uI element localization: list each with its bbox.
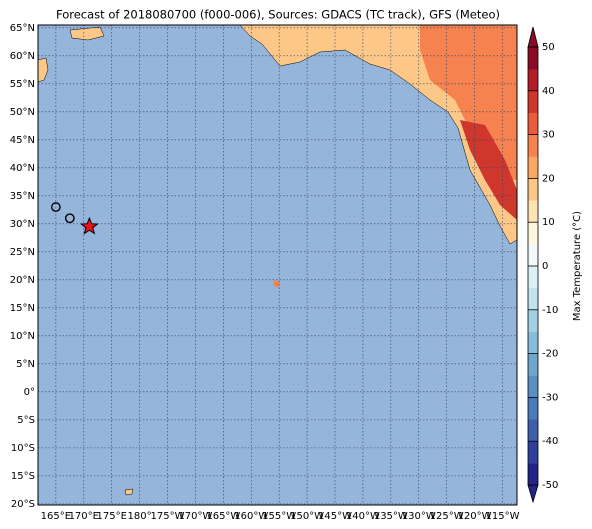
colorbar-segment bbox=[528, 441, 538, 464]
colorbar-segment bbox=[528, 287, 538, 311]
lon-tick-label: 115°W bbox=[485, 511, 519, 522]
colorbar-arrow bbox=[527, 484, 539, 504]
grid bbox=[38, 25, 517, 505]
colorbar-segment bbox=[528, 397, 538, 420]
track-star bbox=[79, 216, 99, 235]
colorbar-segment bbox=[528, 353, 538, 376]
colorbar-arrow bbox=[527, 26, 539, 48]
map-frame bbox=[37, 24, 518, 506]
lat-tick-label: 65°N bbox=[10, 23, 35, 34]
lon-tick-label: 120°W bbox=[458, 511, 492, 522]
track-point bbox=[50, 202, 61, 212]
colorbar-segment bbox=[528, 222, 538, 245]
lon-tick-label: 150°W bbox=[290, 511, 324, 522]
lon-tick-label: 175°E bbox=[96, 511, 126, 522]
colorbar-tick-label: 30 bbox=[542, 130, 555, 141]
lon-tick-label: 180° bbox=[128, 511, 152, 522]
lon-tick-label: 140°W bbox=[346, 511, 380, 522]
colorbar-segment bbox=[528, 266, 538, 289]
lon-tick-label: 165°E bbox=[41, 511, 71, 522]
colorbar-segment bbox=[528, 244, 538, 267]
colorbar-tick-label: 40 bbox=[542, 86, 555, 97]
lat-tick-label: 55°N bbox=[10, 79, 35, 90]
colorbar-segment bbox=[528, 309, 538, 332]
colorbar-tick-label: -20 bbox=[542, 349, 558, 360]
lat-tick-label: 0° bbox=[24, 387, 35, 398]
colorbar-segment bbox=[528, 156, 538, 179]
colorbar-segment bbox=[528, 47, 538, 70]
colorbar-tick-label: 50 bbox=[542, 42, 555, 53]
colorbar-tick-label: -40 bbox=[542, 436, 558, 447]
colorbar-segment bbox=[528, 134, 538, 157]
lat-tick-label: 30°N bbox=[10, 219, 35, 230]
lat-tick-label: 60°N bbox=[10, 51, 35, 62]
lon-tick-label: 170°E bbox=[69, 511, 99, 522]
lat-tick-label: 25°N bbox=[10, 247, 35, 258]
colorbar-segment bbox=[528, 463, 538, 486]
colorbar-tick-label: -30 bbox=[542, 392, 558, 403]
lat-tick-label: 50°N bbox=[10, 107, 35, 118]
lat-tick-label: 10°N bbox=[10, 331, 35, 342]
land bbox=[460, 120, 517, 220]
colorbar-tick-label: -50 bbox=[542, 480, 558, 491]
track bbox=[50, 202, 99, 235]
lon-tick-label: 130°W bbox=[402, 511, 436, 522]
colorbar-tick-label: -10 bbox=[542, 305, 558, 316]
lat-tick-label: 20°S bbox=[11, 499, 35, 510]
colorbar bbox=[527, 26, 539, 504]
colorbar-segment bbox=[528, 419, 538, 442]
lon-tick-label: 145°W bbox=[318, 511, 352, 522]
lon-tick-label: 165°W bbox=[206, 511, 240, 522]
colorbar-segment bbox=[528, 112, 538, 135]
lon-tick-label: 135°W bbox=[374, 511, 408, 522]
colorbar-segment bbox=[528, 68, 538, 92]
lat-tick-label: 10°S bbox=[11, 443, 35, 454]
land bbox=[69, 26, 105, 41]
colorbar-segment bbox=[528, 178, 538, 201]
colorbar-label: Max Temperature (°C) bbox=[572, 211, 583, 321]
lon-tick-label: 125°W bbox=[430, 511, 464, 522]
colorbar-segment bbox=[528, 331, 538, 354]
lon-tick-label: 160°W bbox=[234, 511, 268, 522]
track-point bbox=[64, 213, 75, 224]
lon-tick-label: 170°W bbox=[178, 511, 212, 522]
colorbar-tick-label: 10 bbox=[542, 217, 555, 228]
lat-tick-label: 40°N bbox=[10, 163, 35, 174]
lat-tick-label: 20°N bbox=[10, 275, 35, 286]
lat-tick-label: 5°N bbox=[16, 359, 35, 370]
lon-tick-label: 155°W bbox=[262, 511, 296, 522]
land bbox=[37, 24, 518, 496]
lat-tick-label: 45°N bbox=[10, 135, 35, 146]
lon-tick-label: 175°W bbox=[151, 511, 185, 522]
land bbox=[124, 488, 134, 496]
lat-tick-label: 15°S bbox=[11, 471, 35, 482]
title: Forecast of 2018080700 (f000-006), Sourc… bbox=[56, 8, 500, 22]
colorbar-tick-label: 20 bbox=[542, 173, 555, 184]
lat-tick-label: 15°N bbox=[10, 303, 35, 314]
colorbar-segment bbox=[528, 90, 538, 113]
lat-tick-label: 5°S bbox=[17, 415, 35, 426]
land bbox=[273, 280, 280, 288]
colorbar-segment bbox=[528, 375, 538, 398]
colorbar-tick-label: 0 bbox=[542, 261, 548, 272]
lat-tick-label: 35°N bbox=[10, 191, 35, 202]
colorbar-segment bbox=[528, 200, 538, 223]
